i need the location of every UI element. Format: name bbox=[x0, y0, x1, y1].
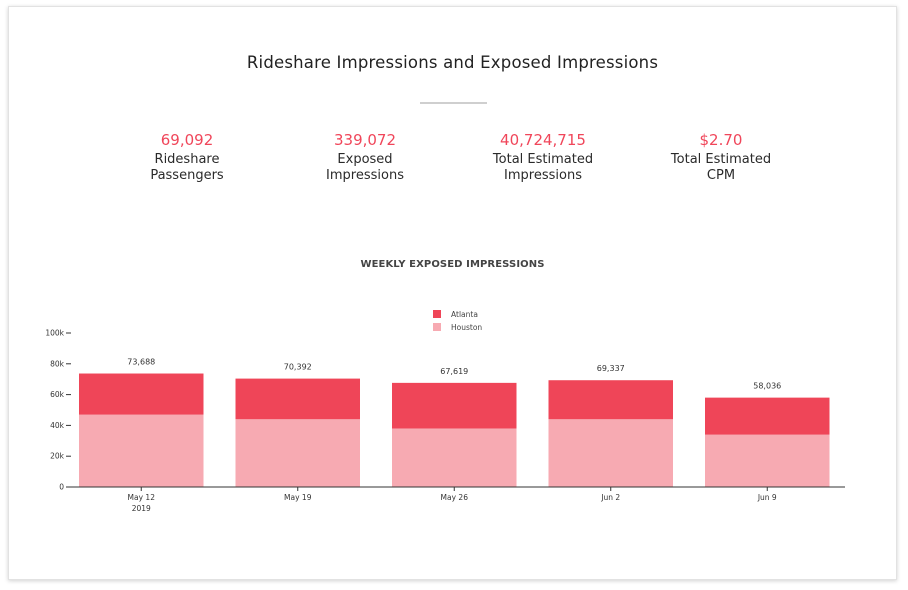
chart-title: WEEKLY EXPOSED IMPRESSIONS bbox=[360, 259, 545, 270]
kpi-value: 69,092 bbox=[160, 131, 214, 149]
dashboard-card: Rideshare Impressions and Exposed Impres… bbox=[8, 6, 897, 580]
x-tick-label: May 12 bbox=[128, 493, 156, 502]
legend-item-houston[interactable]: Houston bbox=[433, 321, 482, 333]
kpi-total-estimated-impressions: 40,724,715 Total Estimated Impressions bbox=[468, 131, 618, 184]
bar-atlanta bbox=[392, 382, 517, 429]
kpi-label-line1: Exposed bbox=[337, 152, 393, 167]
bar-atlanta bbox=[235, 378, 360, 420]
bar-total-label: 73,688 bbox=[127, 358, 155, 367]
kpi-label-line1: Total Estimated bbox=[492, 152, 594, 167]
x-tick-sublabel: 2019 bbox=[132, 504, 151, 513]
kpi-label-line2: Passengers bbox=[150, 168, 224, 183]
bar-atlanta bbox=[705, 397, 830, 435]
legend-swatch-atlanta bbox=[433, 310, 441, 318]
kpi-total-estimated-cpm: $2.70 Total Estimated CPM bbox=[646, 131, 796, 184]
bar-houston bbox=[705, 434, 830, 487]
bar-houston bbox=[79, 414, 204, 487]
kpi-label-line1: Rideshare bbox=[154, 152, 220, 167]
kpi-label-line2: CPM bbox=[706, 168, 736, 183]
y-tick-label: 20k bbox=[50, 452, 65, 461]
bar-atlanta bbox=[548, 380, 673, 420]
y-tick-label: 100k bbox=[45, 329, 64, 338]
kpi-label-line2: Impressions bbox=[504, 168, 582, 183]
kpi-exposed-impressions: 339,072 Exposed Impressions bbox=[290, 131, 440, 184]
y-tick-label: 80k bbox=[50, 359, 65, 368]
chart-legend: Atlanta Houston bbox=[433, 308, 482, 334]
kpi-value: $2.70 bbox=[699, 131, 743, 149]
bar-total-label: 67,619 bbox=[440, 367, 468, 376]
kpi-label-line2: Impressions bbox=[326, 168, 404, 183]
y-tick-label: 40k bbox=[50, 421, 65, 430]
title-divider bbox=[420, 102, 487, 104]
bar-houston bbox=[392, 428, 517, 487]
kpi-value: 40,724,715 bbox=[500, 131, 586, 149]
x-tick-label: Jun 9 bbox=[757, 493, 777, 502]
x-tick-label: May 19 bbox=[284, 493, 312, 502]
kpi-value: 339,072 bbox=[333, 131, 397, 149]
legend-item-atlanta[interactable]: Atlanta bbox=[433, 308, 482, 320]
bar-total-label: 58,036 bbox=[753, 382, 781, 391]
legend-label: Atlanta bbox=[451, 309, 478, 319]
kpi-rideshare-passengers: 69,092 Rideshare Passengers bbox=[112, 131, 262, 184]
legend-label: Houston bbox=[451, 322, 483, 332]
x-tick-label: Jun 2 bbox=[600, 493, 620, 502]
kpi-label-line1: Total Estimated bbox=[670, 152, 772, 167]
legend-swatch-houston bbox=[433, 323, 441, 331]
bar-total-label: 70,392 bbox=[284, 363, 312, 372]
weekly-exposed-impressions-chart: 0 20k 40k 60k 80k 100k 73,688 May 12 2019 70,392 M… bbox=[45, 329, 845, 513]
y-tick-label: 60k bbox=[50, 390, 65, 399]
bar-houston bbox=[235, 419, 360, 487]
page-title: Rideshare Impressions and Exposed Impres… bbox=[246, 53, 659, 72]
bar-houston bbox=[548, 419, 673, 487]
x-tick-label: May 26 bbox=[441, 493, 469, 502]
y-tick-label: 0 bbox=[59, 483, 64, 492]
bar-atlanta bbox=[79, 373, 204, 415]
bar-total-label: 69,337 bbox=[597, 364, 625, 373]
